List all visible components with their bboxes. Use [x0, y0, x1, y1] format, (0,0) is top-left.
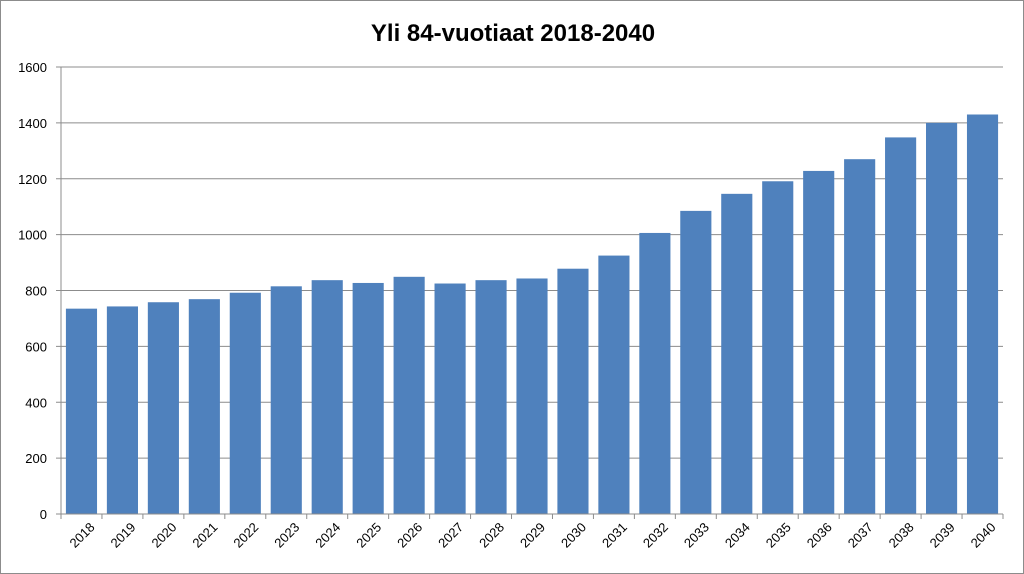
y-tick-label: 0 — [40, 507, 47, 522]
bar-2040 — [966, 114, 999, 515]
x-tick-label: 2038 — [886, 520, 917, 551]
bar-2028 — [475, 280, 507, 514]
x-tick-label: 2037 — [845, 520, 876, 551]
y-tick-label: 1600 — [18, 60, 47, 75]
x-tick-label: 2032 — [640, 520, 671, 551]
bar-2038 — [885, 137, 917, 514]
x-tick-label: 2021 — [189, 520, 220, 551]
bars — [65, 114, 999, 515]
bar-2039 — [926, 122, 958, 514]
bar-2025 — [352, 282, 384, 514]
x-tick-label: 2035 — [763, 520, 794, 551]
x-tick-label: 2019 — [107, 520, 138, 551]
bar-2022 — [229, 292, 261, 514]
bar-2030 — [557, 268, 589, 514]
x-tick-label: 2022 — [230, 520, 261, 551]
bar-2032 — [639, 232, 671, 515]
x-tick-label: 2040 — [968, 520, 999, 551]
y-tick-label: 600 — [25, 339, 47, 354]
x-tick-label: 2033 — [681, 520, 712, 551]
bar-2035 — [762, 181, 794, 514]
x-tick-label: 2023 — [271, 520, 302, 551]
x-tick-label: 2031 — [599, 520, 630, 551]
bar-2033 — [680, 210, 712, 515]
bar-2031 — [598, 255, 630, 514]
bar-2020 — [147, 302, 179, 514]
x-tick-label: 2030 — [558, 520, 589, 551]
y-tick-label: 200 — [25, 451, 47, 466]
bar-2018 — [65, 308, 98, 514]
bar-2029 — [516, 278, 548, 514]
x-tick-label: 2034 — [722, 520, 753, 551]
y-tick-label: 1400 — [18, 116, 47, 131]
bar-2026 — [393, 276, 425, 514]
x-tick-label: 2036 — [804, 520, 835, 551]
bar-2019 — [106, 306, 138, 514]
y-tick-label: 400 — [25, 395, 47, 410]
y-tick-label: 1200 — [18, 172, 47, 187]
x-tick-label: 2025 — [353, 520, 384, 551]
x-tick-label: 2024 — [312, 520, 343, 551]
bar-2021 — [188, 299, 220, 514]
bar-2024 — [311, 280, 343, 514]
x-tick-labels: 2018 2019 2020 2021 2022 2023 2024 2025 2026 2027… — [67, 520, 999, 551]
chart-title: Yli 84-vuotiaat 2018-2040 — [371, 20, 655, 47]
x-tick-label: 2026 — [394, 520, 425, 551]
x-tick-label: 2018 — [67, 520, 98, 551]
x-tick-label: 2029 — [517, 520, 548, 551]
y-tick-labels: 0 200 400 600 800 1000 1200 1400 1600 — [18, 60, 47, 522]
x-tick-label: 2020 — [148, 520, 179, 551]
bar-2034 — [721, 193, 753, 514]
x-tick-label: 2039 — [927, 520, 958, 551]
bar-2036 — [803, 170, 835, 515]
axes — [60, 67, 1004, 519]
x-tick-label: 2027 — [435, 520, 466, 551]
y-tick-label: 800 — [25, 284, 47, 299]
y-tick-label: 1000 — [18, 228, 47, 243]
bar-2023 — [270, 286, 302, 514]
bar-2027 — [434, 283, 466, 514]
bar-2037 — [844, 159, 876, 514]
x-tick-label: 2028 — [476, 520, 507, 551]
